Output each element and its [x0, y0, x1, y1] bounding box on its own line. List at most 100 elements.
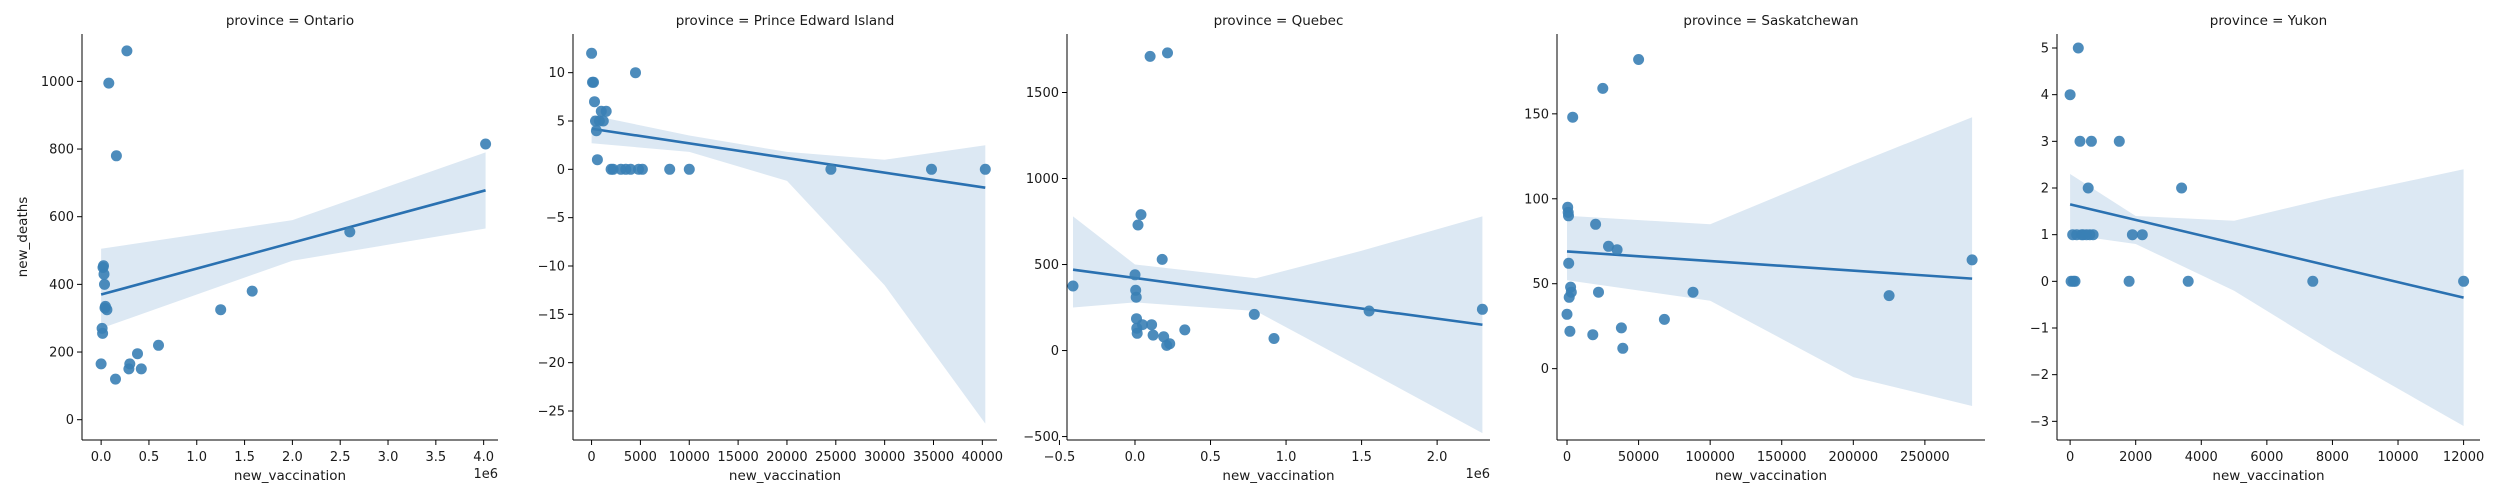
x-axis-label: new_vaccination: [729, 468, 841, 484]
scatter-point: [1966, 254, 1978, 266]
x-tick-label: 10000: [669, 450, 710, 465]
y-axis-label: new_deaths: [15, 197, 31, 278]
scatter-point: [1268, 333, 1280, 344]
scatter-point: [1131, 327, 1143, 339]
scatter-point: [979, 163, 991, 175]
x-axis-offset: 1e6: [1465, 467, 1490, 482]
scatter-point: [1615, 322, 1627, 334]
y-tick-label: −15: [538, 308, 565, 323]
y-tick-label: 100: [1524, 192, 1549, 207]
x-tick-label: 2.0: [1427, 450, 1448, 465]
scatter-point: [98, 268, 110, 280]
x-tick-label: 50000: [1618, 450, 1659, 465]
scatter-point: [630, 67, 641, 79]
scatter-point: [480, 138, 492, 150]
facet-panel-5: 0 2000 4000 6000 8000 10000 12000 −3 −2 −1 0 1 2 3 4 5 n…: [2030, 13, 2484, 484]
y-tick-label: 200: [49, 346, 74, 361]
x-axis-offset: 1e6: [473, 467, 498, 482]
scatter-point: [1129, 269, 1141, 281]
x-tick-label: 25000: [815, 450, 856, 465]
scatter-point: [1617, 342, 1629, 354]
scatter-point: [344, 226, 356, 238]
y-tick-label: 0: [1051, 344, 1059, 359]
y-tick-label: 50: [1532, 277, 1549, 292]
scatter-point: [132, 348, 143, 360]
scatter-point: [2307, 275, 2319, 287]
scatter-point: [590, 125, 602, 137]
scatter-point: [1603, 240, 1614, 252]
scatter-point: [2082, 182, 2094, 194]
scatter-point: [1164, 338, 1176, 350]
scatter-point: [2182, 275, 2194, 287]
scatter-point: [2069, 275, 2081, 287]
y-tick-label: 1000: [41, 75, 74, 90]
confidence-band: [101, 152, 486, 329]
scatter-point: [1687, 286, 1699, 298]
regression-line: [1566, 250, 1973, 280]
scatter-point: [926, 163, 937, 175]
confidence-band: [1567, 117, 1973, 406]
confidence-band: [2070, 169, 2464, 427]
x-tick-label: 6000: [2250, 450, 2283, 465]
x-tick-label: 1.0: [186, 450, 207, 465]
scatter-point: [1476, 303, 1488, 315]
y-tick-label: 5: [2041, 42, 2049, 57]
x-tick-label: 12000: [2443, 450, 2484, 465]
x-tick-label: 0: [2066, 450, 2074, 465]
scatter-point: [1179, 324, 1191, 336]
x-tick-label: 2.0: [282, 450, 303, 465]
y-tick-label: 0: [2041, 275, 2049, 290]
y-tick-label: 600: [49, 210, 74, 225]
scatter-point: [121, 45, 133, 57]
facet-title: province = Prince Edward Island: [676, 13, 895, 29]
scatter-point: [135, 363, 147, 375]
x-tick-label: 0.5: [1200, 450, 1221, 465]
y-tick-label: 0: [557, 163, 565, 178]
scatter-point: [97, 327, 109, 339]
x-axis-label: new_vaccination: [2212, 468, 2324, 484]
x-tick-label: 10000: [2377, 450, 2418, 465]
y-tick-label: 1: [2041, 228, 2049, 243]
regression-line: [1072, 268, 1483, 327]
scatter-point: [2074, 135, 2086, 147]
scatter-point: [103, 77, 115, 89]
facet-title: province = Yukon: [2210, 13, 2327, 29]
facet-panel-1: 0.0 0.5 1.0 1.5 2.0 2.5 3.0 3.5 4.0 0 200 400 600 800…: [15, 13, 498, 484]
confidence-band: [591, 115, 986, 424]
facet-panel-2: 0 5000 10000 15000 20000 25000 30000 35000 40000…: [538, 13, 1003, 484]
scatter-point: [1633, 54, 1645, 65]
y-tick-label: −20: [538, 356, 565, 371]
x-tick-label: 1.5: [234, 450, 255, 465]
scatter-point: [1590, 218, 1602, 230]
y-tick-label: 10: [548, 66, 565, 81]
scatter-point: [625, 163, 637, 175]
regression-line: [100, 189, 486, 296]
y-tick-label: −2: [2030, 368, 2049, 383]
x-tick-label: 5000: [624, 450, 657, 465]
scatter-point: [2136, 229, 2148, 241]
x-tick-label: 200000: [1828, 450, 1878, 465]
scatter-point: [1567, 111, 1579, 123]
y-tick-label: 5: [557, 115, 565, 130]
x-tick-label: 0.5: [139, 450, 160, 465]
scatter-point: [1248, 308, 1260, 320]
y-tick-label: −500: [1023, 430, 1059, 445]
x-tick-label: 250000: [1900, 450, 1950, 465]
x-tick-label: 40000: [962, 450, 1003, 465]
x-axis-label: new_vaccination: [1222, 468, 1334, 484]
scatter-point: [2085, 135, 2097, 147]
scatter-point: [1132, 219, 1144, 231]
scatter-point: [664, 163, 676, 175]
scatter-point: [1564, 325, 1576, 337]
scatter-point: [589, 96, 600, 108]
scatter-point: [683, 163, 695, 175]
x-tick-label: 2000: [2119, 450, 2152, 465]
x-tick-label: 0.0: [1125, 450, 1146, 465]
scatter-point: [825, 163, 837, 175]
scatter-point: [588, 76, 599, 88]
scatter-point: [2087, 229, 2099, 241]
y-tick-label: 400: [49, 278, 74, 293]
scatter-point: [1563, 257, 1575, 269]
x-tick-label: 2.5: [330, 450, 351, 465]
